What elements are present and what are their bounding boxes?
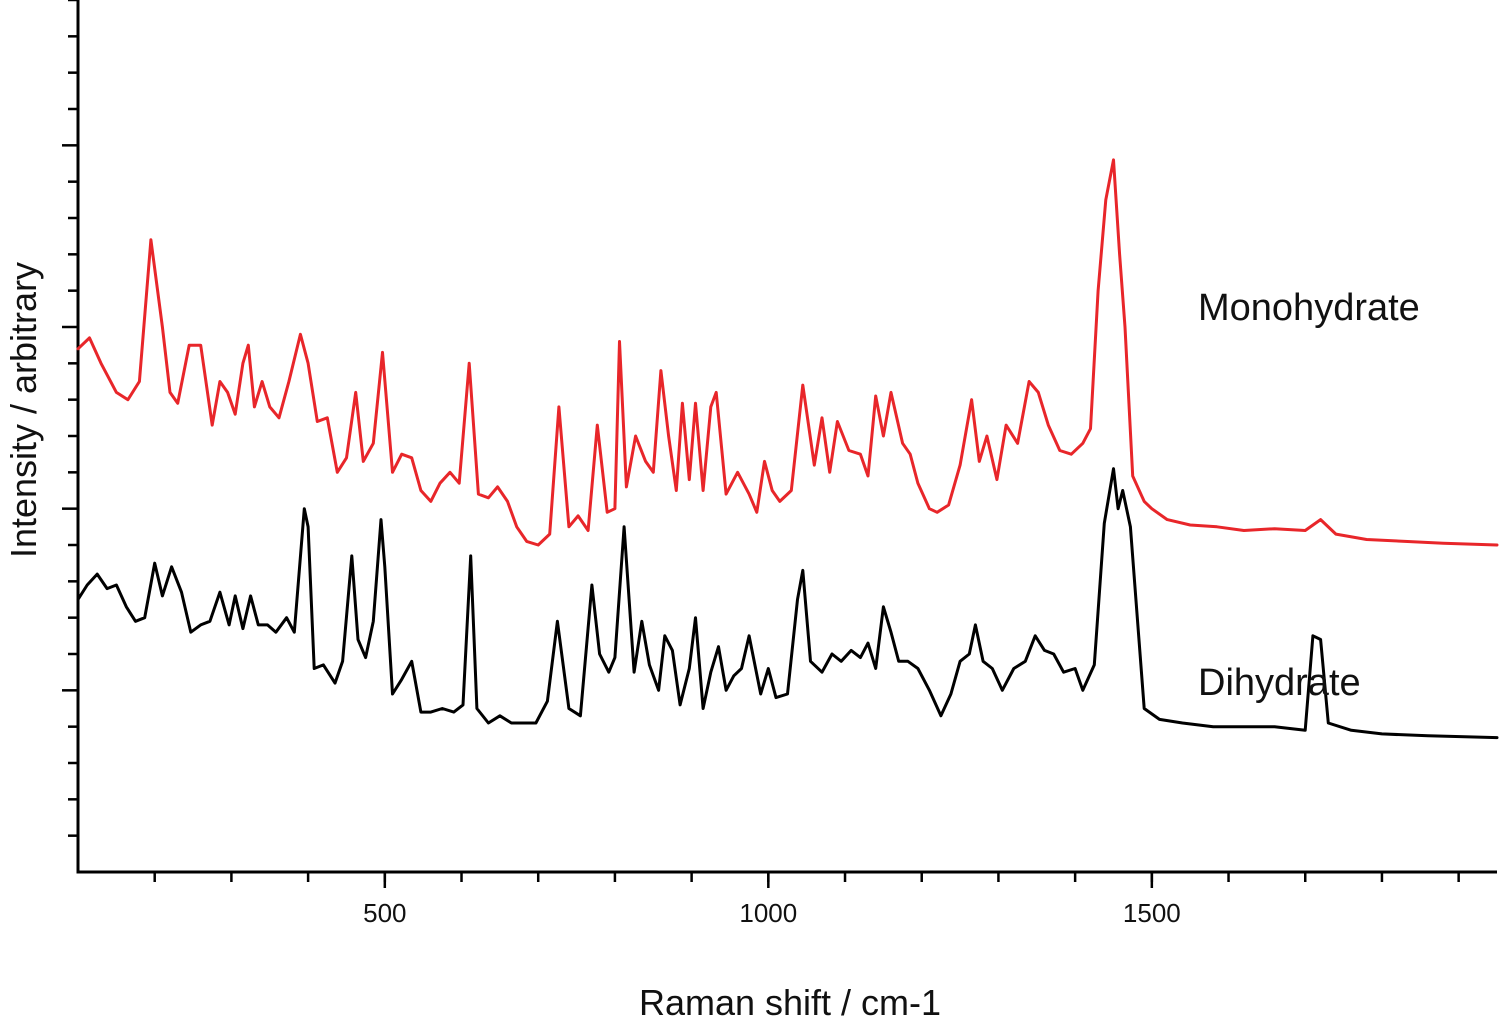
- x-tick-label: 1500: [1123, 898, 1181, 928]
- series-line-dihydrate: [76, 467, 1499, 740]
- x-tick-label: 500: [363, 898, 406, 928]
- x-axis-title: Raman shift / cm-1: [639, 982, 941, 1023]
- series-layer: [76, 158, 1499, 740]
- x-tick-label: 1000: [739, 898, 797, 928]
- axes: [76, 0, 1497, 874]
- axis-ticks: 500 1000 1500: [62, 0, 1460, 928]
- series-label-dihydrate: Dihydrate: [1198, 662, 1361, 704]
- series-label-monohydrate: Monohydrate: [1198, 287, 1420, 329]
- series-line-monohydrate: [76, 158, 1499, 547]
- y-axis-title: Intensity / arbitrary: [3, 262, 44, 558]
